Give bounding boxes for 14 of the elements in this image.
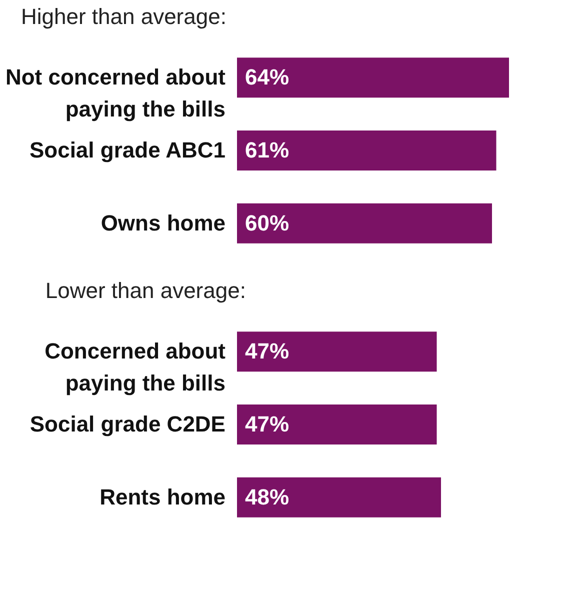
y-tick-label: Social grade C2DE [30, 412, 226, 436]
data-label: 47% [245, 338, 290, 364]
data-label: 47% [245, 412, 290, 436]
data-label: 48% [245, 484, 290, 510]
data-label: 61% [245, 138, 290, 162]
y-tick-label: Rents home [100, 484, 226, 510]
chart-title: Lower than average: [45, 278, 246, 303]
y-tick-label: Social grade ABC1 [29, 138, 226, 162]
y-tick-label: Owns home [100, 210, 226, 236]
data-label: 64% [245, 64, 290, 90]
y-tick-label: Not concerned about paying the bills [5, 64, 226, 122]
chart-title: Higher than average: [20, 4, 226, 29]
data-label: 60% [245, 210, 290, 236]
y-tick-label: Concerned about paying the bills [44, 338, 226, 396]
